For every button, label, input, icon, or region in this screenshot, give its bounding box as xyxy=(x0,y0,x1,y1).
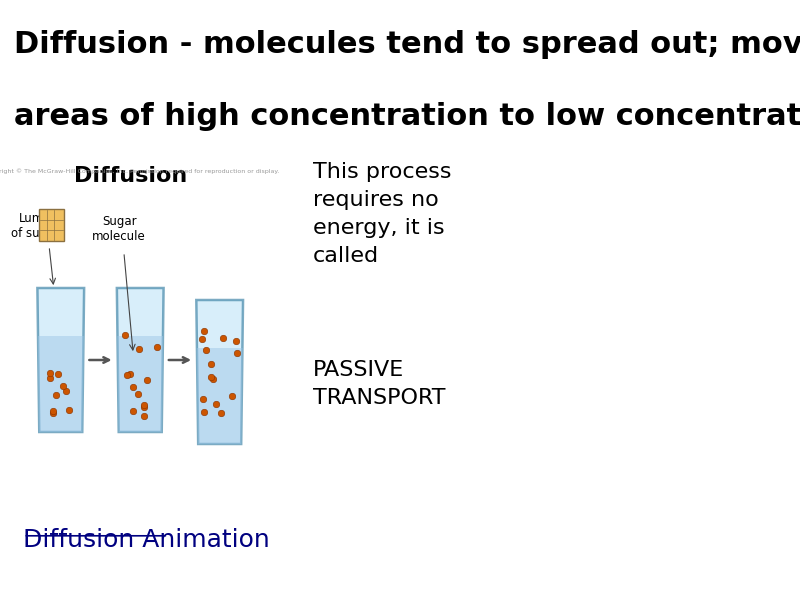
Point xyxy=(230,336,242,346)
Point xyxy=(215,409,228,418)
Point xyxy=(196,334,209,344)
Point xyxy=(138,400,150,409)
Point xyxy=(123,369,136,379)
Polygon shape xyxy=(38,336,84,432)
Point xyxy=(126,382,139,392)
Point xyxy=(204,359,217,369)
Text: Copyright © The McGraw-Hill Companies, Inc. Permission required for reproduction: Copyright © The McGraw-Hill Companies, I… xyxy=(0,169,279,174)
FancyBboxPatch shape xyxy=(38,209,64,241)
Point xyxy=(43,368,56,378)
Text: PASSIVE
TRANSPORT: PASSIVE TRANSPORT xyxy=(313,360,446,408)
Point xyxy=(118,330,131,340)
Point xyxy=(51,370,64,379)
Point xyxy=(132,344,145,354)
Point xyxy=(209,400,222,409)
Polygon shape xyxy=(117,288,163,432)
Polygon shape xyxy=(118,336,163,432)
Text: Diffusion Animation: Diffusion Animation xyxy=(23,528,270,552)
Point xyxy=(46,408,59,418)
Point xyxy=(60,386,73,396)
Text: This process
requires no
energy, it is
called: This process requires no energy, it is c… xyxy=(313,162,452,266)
Point xyxy=(196,394,209,404)
Point xyxy=(57,381,70,391)
Text: Diffusion: Diffusion xyxy=(74,166,187,186)
Point xyxy=(200,346,213,355)
Point xyxy=(44,374,57,383)
Point xyxy=(47,406,60,416)
Point xyxy=(150,343,163,352)
Point xyxy=(226,391,238,400)
Point xyxy=(205,372,218,382)
Point xyxy=(198,326,210,336)
Text: Diffusion - molecules tend to spread out; moving from: Diffusion - molecules tend to spread out… xyxy=(14,30,800,59)
Polygon shape xyxy=(196,300,243,444)
Text: areas of high concentration to low concentration: areas of high concentration to low conce… xyxy=(14,102,800,131)
Point xyxy=(198,407,210,417)
Point xyxy=(137,411,150,421)
Point xyxy=(131,389,144,398)
Polygon shape xyxy=(197,348,242,444)
Point xyxy=(140,376,153,385)
Point xyxy=(127,406,140,416)
Point xyxy=(50,390,62,400)
Point xyxy=(138,403,150,412)
Text: Lump
of sugar: Lump of sugar xyxy=(11,212,59,240)
Point xyxy=(62,405,75,415)
Point xyxy=(206,374,219,384)
Point xyxy=(231,348,244,358)
Polygon shape xyxy=(38,288,84,432)
Point xyxy=(217,333,230,343)
Text: Sugar
molecule: Sugar molecule xyxy=(92,215,146,243)
Point xyxy=(120,371,133,380)
